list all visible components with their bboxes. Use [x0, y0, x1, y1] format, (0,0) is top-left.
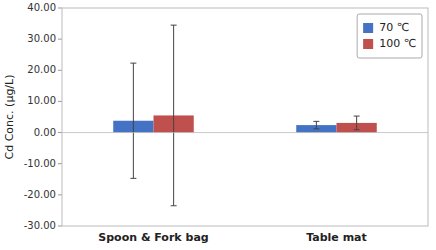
legend-label: 70 ℃: [379, 21, 409, 34]
chart: -30.00 -20.00 -10.00 0.00 10.00 20.00 30.00 40.…: [0, 0, 436, 250]
error-bar: [130, 63, 136, 178]
y-tick: [58, 39, 62, 40]
error-bar: [171, 25, 177, 206]
y-tick: [58, 101, 62, 102]
y-tick-label: -10.00: [24, 158, 56, 169]
y-tick: [58, 226, 62, 227]
legend-swatch: [363, 23, 373, 33]
x-tick-label: Table mat: [306, 231, 367, 244]
y-tick-label: 30.00: [27, 33, 56, 44]
y-tick: [58, 163, 62, 164]
legend: 70 ℃ 100 ℃: [357, 14, 422, 58]
y-tick-label: 0.00: [34, 127, 56, 138]
error-bar: [313, 121, 319, 128]
y-tick: [58, 8, 62, 9]
plot-frame: [62, 8, 428, 226]
chart-container: -30.00 -20.00 -10.00 0.00 10.00 20.00 30.00 40.…: [0, 0, 436, 250]
legend-swatch: [363, 39, 373, 49]
zero-line: [62, 132, 428, 133]
legend-box: [357, 14, 422, 58]
y-tick-label: 40.00: [27, 2, 56, 13]
y-tick: [58, 132, 62, 133]
x-tick-label: Spoon & Fork bag: [98, 231, 208, 244]
plot-area: [113, 25, 377, 206]
y-tick: [58, 70, 62, 71]
y-tick-label: -20.00: [24, 189, 56, 200]
y-tick-label: 10.00: [27, 95, 56, 106]
y-axis-label: Cd Conc. (μg/L): [3, 75, 16, 160]
legend-label: 100 ℃: [379, 37, 416, 50]
y-tick-label: 20.00: [27, 64, 56, 75]
error-bar: [354, 116, 360, 130]
y-tick: [58, 194, 62, 195]
y-tick-label: -30.00: [24, 220, 56, 231]
